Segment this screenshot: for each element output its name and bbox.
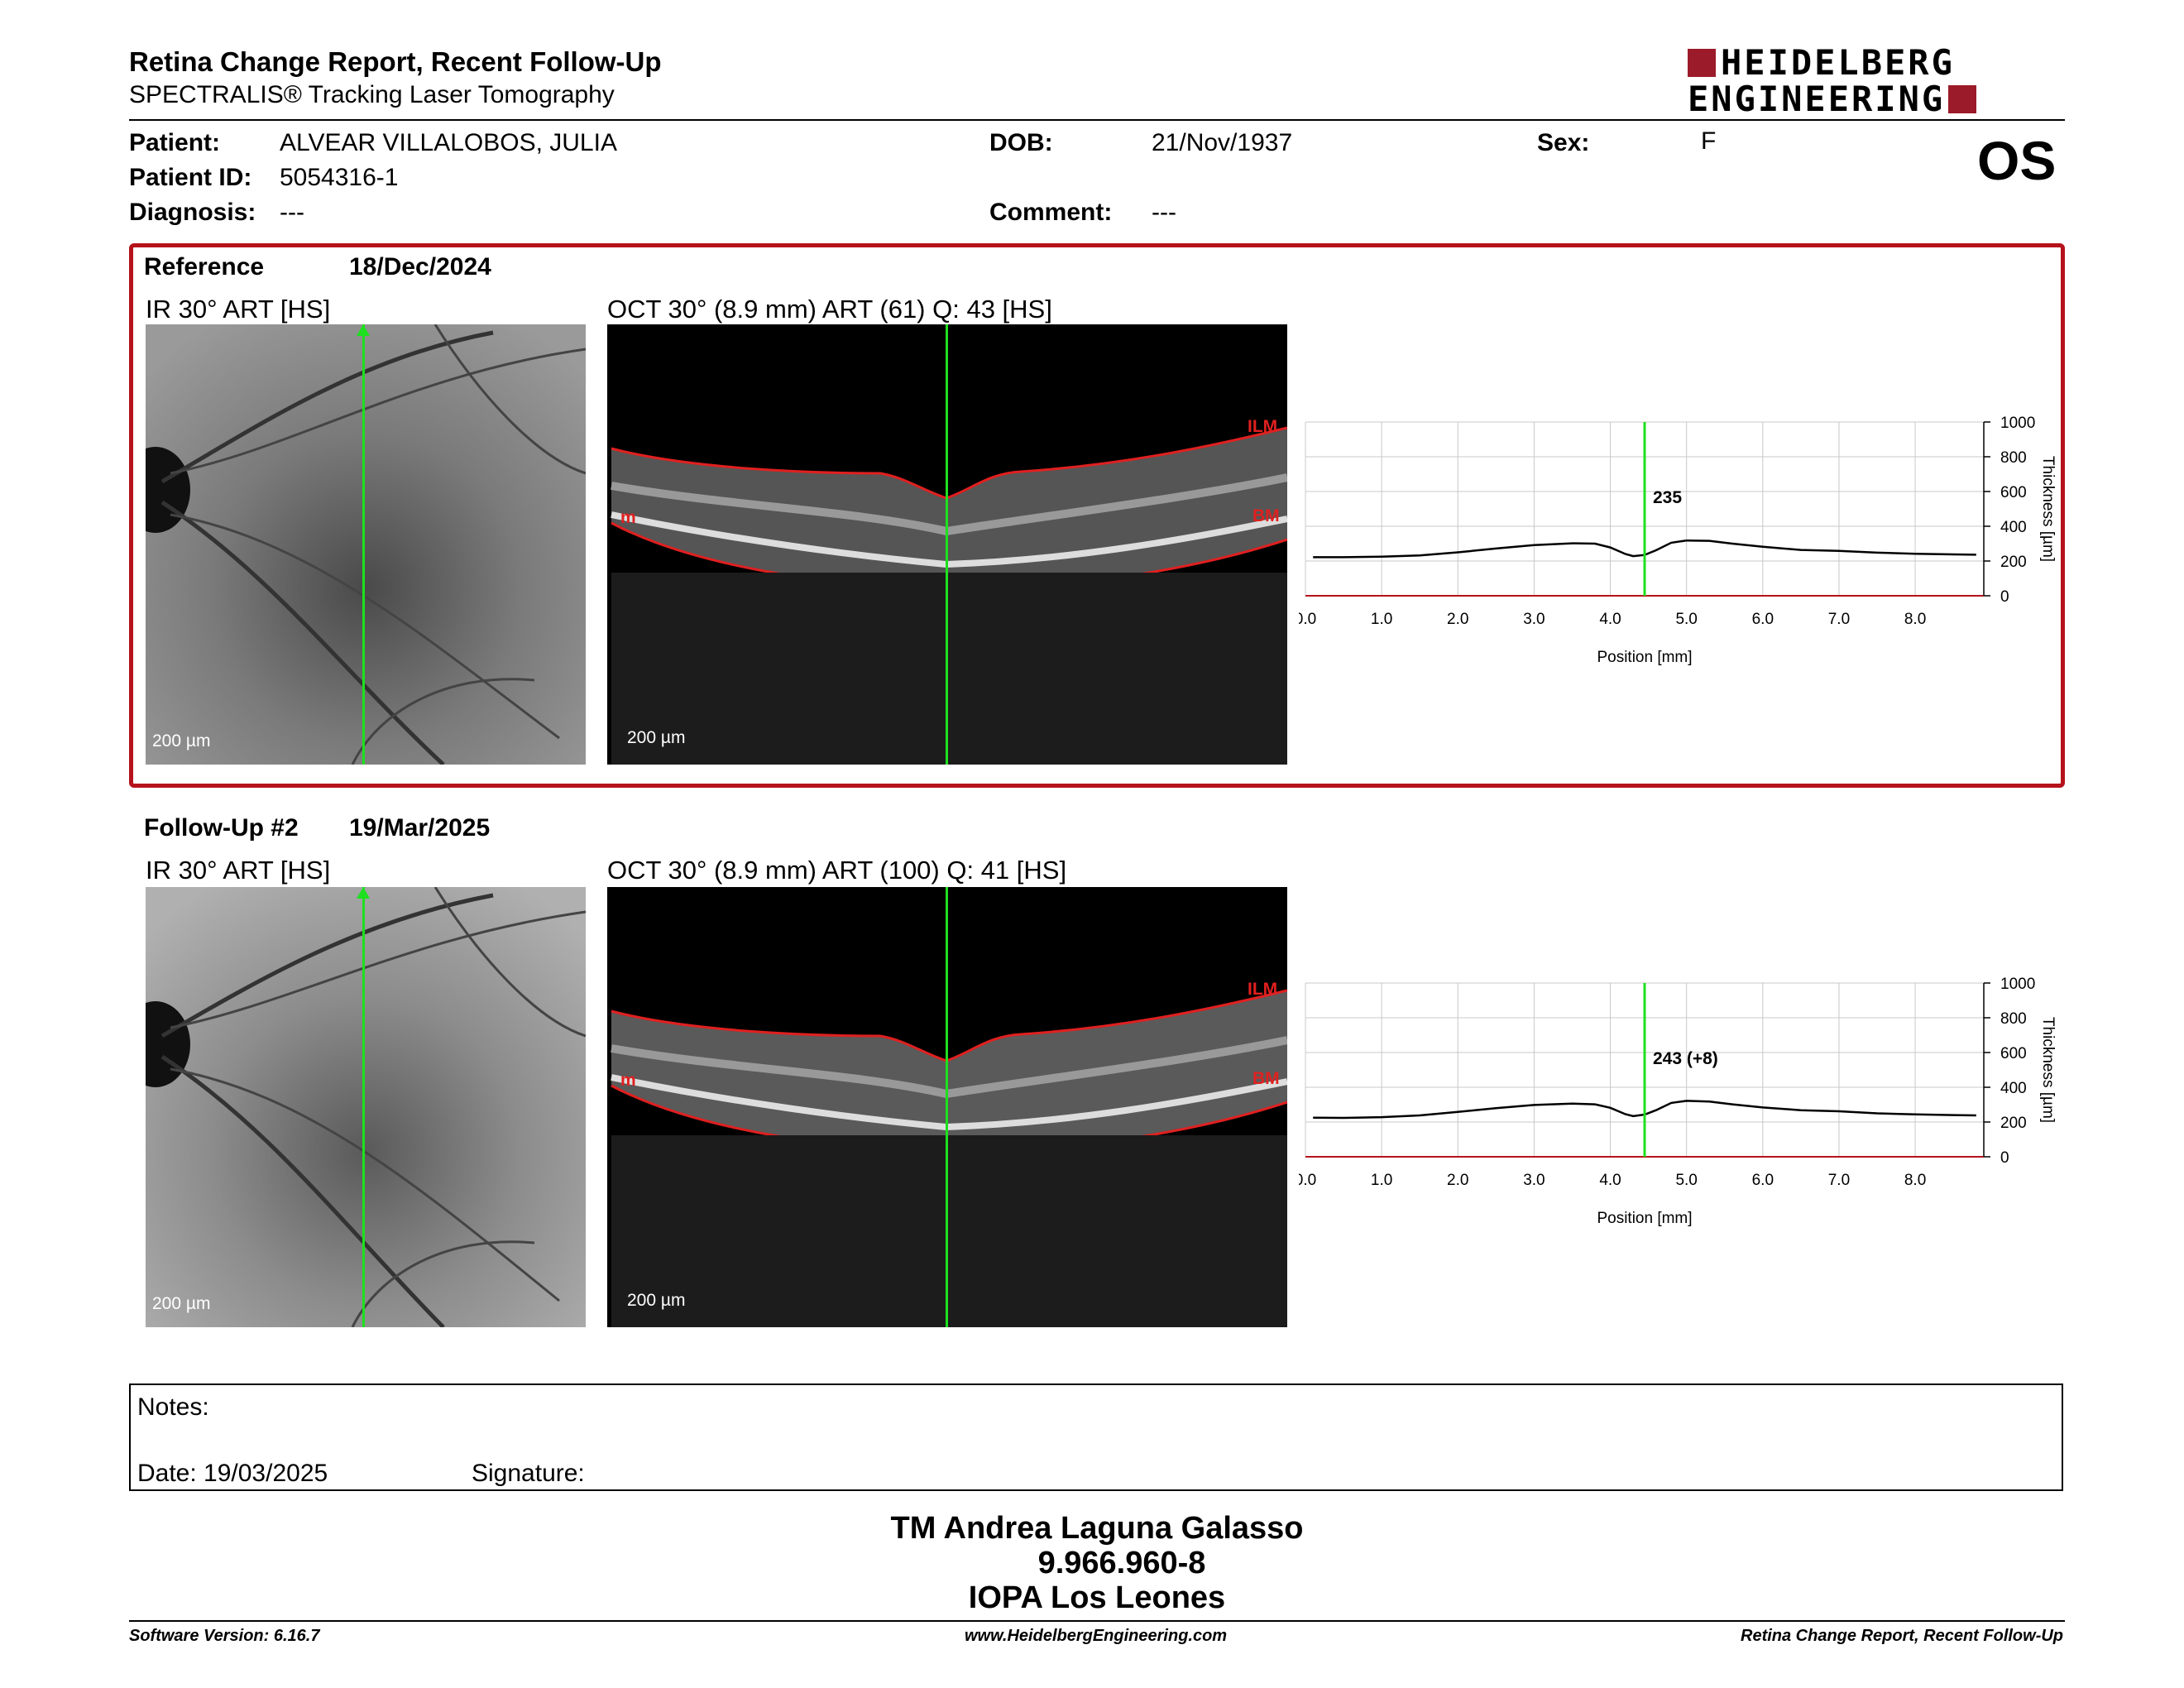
oct-scale-bar: 200 µm bbox=[627, 1291, 686, 1310]
website-link[interactable]: www.HeidelbergEngineering.com bbox=[965, 1627, 1228, 1645]
notes-box: Notes: Date: 19/03/2025 Signature: bbox=[129, 1383, 2063, 1491]
bm-label: BM bbox=[1252, 1069, 1280, 1088]
y-tick-label: 800 bbox=[2000, 449, 2027, 467]
x-tick-label: 5.0 bbox=[1675, 1172, 1697, 1189]
ilm-label: ILM bbox=[1248, 980, 1278, 999]
reference-label: Reference bbox=[144, 253, 265, 281]
followup-oct-image: ILM BM m 200 µm bbox=[607, 887, 1287, 1327]
comment-value: --- bbox=[1152, 199, 1176, 226]
reference-date: 18/Dec/2024 bbox=[349, 253, 491, 281]
logo-square-icon bbox=[1948, 85, 1977, 113]
ir-scale-bar: 200 µm bbox=[152, 731, 211, 750]
reference-highlight-box bbox=[129, 243, 2065, 788]
patient-id: 5054316-1 bbox=[280, 164, 399, 191]
y-tick-label: 1000 bbox=[2000, 976, 2035, 993]
y-tick-label: 0 bbox=[2000, 1149, 2009, 1167]
x-tick-label: 0.0 bbox=[1299, 1172, 1316, 1189]
logo-line1: HEIDELBERG bbox=[1721, 42, 1955, 83]
y-tick-label: 1000 bbox=[2000, 415, 2035, 432]
y-tick-label: 800 bbox=[2000, 1010, 2027, 1028]
m-label: m bbox=[620, 508, 636, 527]
y-tick-label: 0 bbox=[2000, 588, 2009, 606]
notes-date: Date: 19/03/2025 bbox=[137, 1460, 328, 1487]
x-tick-label: 2.0 bbox=[1447, 1172, 1468, 1189]
sex-value: F bbox=[1701, 127, 1717, 155]
y-tick-label: 400 bbox=[2000, 519, 2027, 536]
comment-label: Comment: bbox=[989, 199, 1113, 226]
footer-divider bbox=[129, 1620, 2065, 1622]
x-tick-label: 6.0 bbox=[1752, 611, 1774, 628]
y-tick-label: 200 bbox=[2000, 554, 2027, 571]
report-subtitle: SPECTRALIS® Tracking Laser Tomography bbox=[129, 81, 615, 108]
diagnosis-value: --- bbox=[280, 199, 304, 226]
oct-scan-line bbox=[946, 324, 948, 765]
patient-name: ALVEAR VILLALOBOS, JULIA bbox=[280, 129, 617, 156]
m-label: m bbox=[620, 1071, 636, 1090]
x-tick-label: 0.0 bbox=[1299, 611, 1316, 628]
signature-label: Signature: bbox=[472, 1460, 585, 1487]
oct-scan-line bbox=[946, 887, 948, 1327]
signer-id: 9.966.960-8 bbox=[1037, 1546, 1206, 1580]
x-tick-label: 3.0 bbox=[1523, 611, 1545, 628]
footer-report-title: Retina Change Report, Recent Follow-Up bbox=[1741, 1627, 2064, 1645]
x-tick-label: 3.0 bbox=[1523, 1172, 1545, 1189]
software-version: Software Version: 6.16.7 bbox=[129, 1627, 320, 1645]
logo-line2: ENGINEERING bbox=[1688, 79, 1946, 119]
x-tick-label: 8.0 bbox=[1904, 1172, 1926, 1189]
scan-direction-arrow-icon bbox=[357, 324, 370, 336]
signer-org: IOPA Los Leones bbox=[968, 1580, 1226, 1615]
ir-scale-bar: 200 µm bbox=[152, 1294, 211, 1313]
ir-scan-line bbox=[362, 324, 365, 765]
cursor-value-label: 243 (+8) bbox=[1653, 1049, 1718, 1068]
bm-label: BM bbox=[1252, 506, 1280, 525]
x-tick-label: 4.0 bbox=[1599, 1172, 1621, 1189]
followup-ir-image: 200 µm bbox=[146, 887, 586, 1327]
x-tick-label: 6.0 bbox=[1752, 1172, 1774, 1189]
diagnosis-label: Diagnosis: bbox=[129, 199, 256, 226]
reference-ir-label: IR 30° ART [HS] bbox=[146, 295, 331, 324]
reference-thickness-chart: 0 200 400 600 800 1000 0.0 1.0 2.0 3.0 4.0 5.0 6.0 7.… bbox=[1299, 415, 2057, 666]
y-axis-label: Thickness [µm] bbox=[2039, 456, 2057, 562]
x-tick-label: 1.0 bbox=[1371, 1172, 1392, 1189]
oct-scale-bar: 200 µm bbox=[627, 728, 686, 747]
notes-label: Notes: bbox=[137, 1393, 209, 1421]
y-axis-label: Thickness [µm] bbox=[2039, 1017, 2057, 1123]
header-divider bbox=[129, 119, 2065, 121]
reference-oct-label: OCT 30° (8.9 mm) ART (61) Q: 43 [HS] bbox=[607, 295, 1052, 324]
y-tick-label: 600 bbox=[2000, 1045, 2027, 1062]
ir-scan-line bbox=[362, 887, 365, 1327]
y-tick-label: 400 bbox=[2000, 1080, 2027, 1097]
reference-ir-image: 200 µm bbox=[146, 324, 586, 765]
x-tick-label: 8.0 bbox=[1904, 611, 1926, 628]
y-tick-label: 600 bbox=[2000, 484, 2027, 501]
dob-label: DOB: bbox=[989, 129, 1053, 156]
x-tick-label: 7.0 bbox=[1828, 611, 1850, 628]
followup-thickness-chart: 0 200 400 600 800 1000 0.0 1.0 2.0 3.0 4.0 5.0 6.0 7.… bbox=[1299, 976, 2057, 1227]
followup-label: Follow-Up #2 bbox=[144, 814, 299, 842]
signer-name: TM Andrea Laguna Galasso bbox=[890, 1511, 1304, 1546]
x-tick-label: 7.0 bbox=[1828, 1172, 1850, 1189]
patient-label: Patient: bbox=[129, 129, 221, 156]
x-axis-label: Position [mm] bbox=[1597, 649, 1692, 666]
x-tick-label: 2.0 bbox=[1447, 611, 1468, 628]
sex-label: Sex: bbox=[1537, 129, 1590, 156]
ilm-label: ILM bbox=[1248, 417, 1278, 436]
x-axis-label: Position [mm] bbox=[1597, 1210, 1692, 1227]
followup-ir-label: IR 30° ART [HS] bbox=[146, 856, 331, 885]
followup-date: 19/Mar/2025 bbox=[349, 814, 491, 842]
y-tick-label: 200 bbox=[2000, 1115, 2027, 1132]
eye-indicator: OS bbox=[1977, 130, 2057, 191]
x-tick-label: 4.0 bbox=[1599, 611, 1621, 628]
report-title: Retina Change Report, Recent Follow-Up bbox=[129, 46, 662, 77]
followup-oct-label: OCT 30° (8.9 mm) ART (100) Q: 41 [HS] bbox=[607, 856, 1067, 885]
cursor-value-label: 235 bbox=[1653, 488, 1682, 507]
logo-square-icon bbox=[1688, 49, 1716, 77]
dob-value: 21/Nov/1937 bbox=[1152, 129, 1293, 156]
x-tick-label: 1.0 bbox=[1371, 611, 1392, 628]
heidelberg-logo: HEIDELBERG ENGINEERING bbox=[1688, 45, 2065, 117]
patient-id-label: Patient ID: bbox=[129, 164, 252, 191]
x-tick-label: 5.0 bbox=[1675, 611, 1697, 628]
scan-direction-arrow-icon bbox=[357, 887, 370, 899]
reference-oct-image: ILM BM m 200 µm bbox=[607, 324, 1287, 765]
